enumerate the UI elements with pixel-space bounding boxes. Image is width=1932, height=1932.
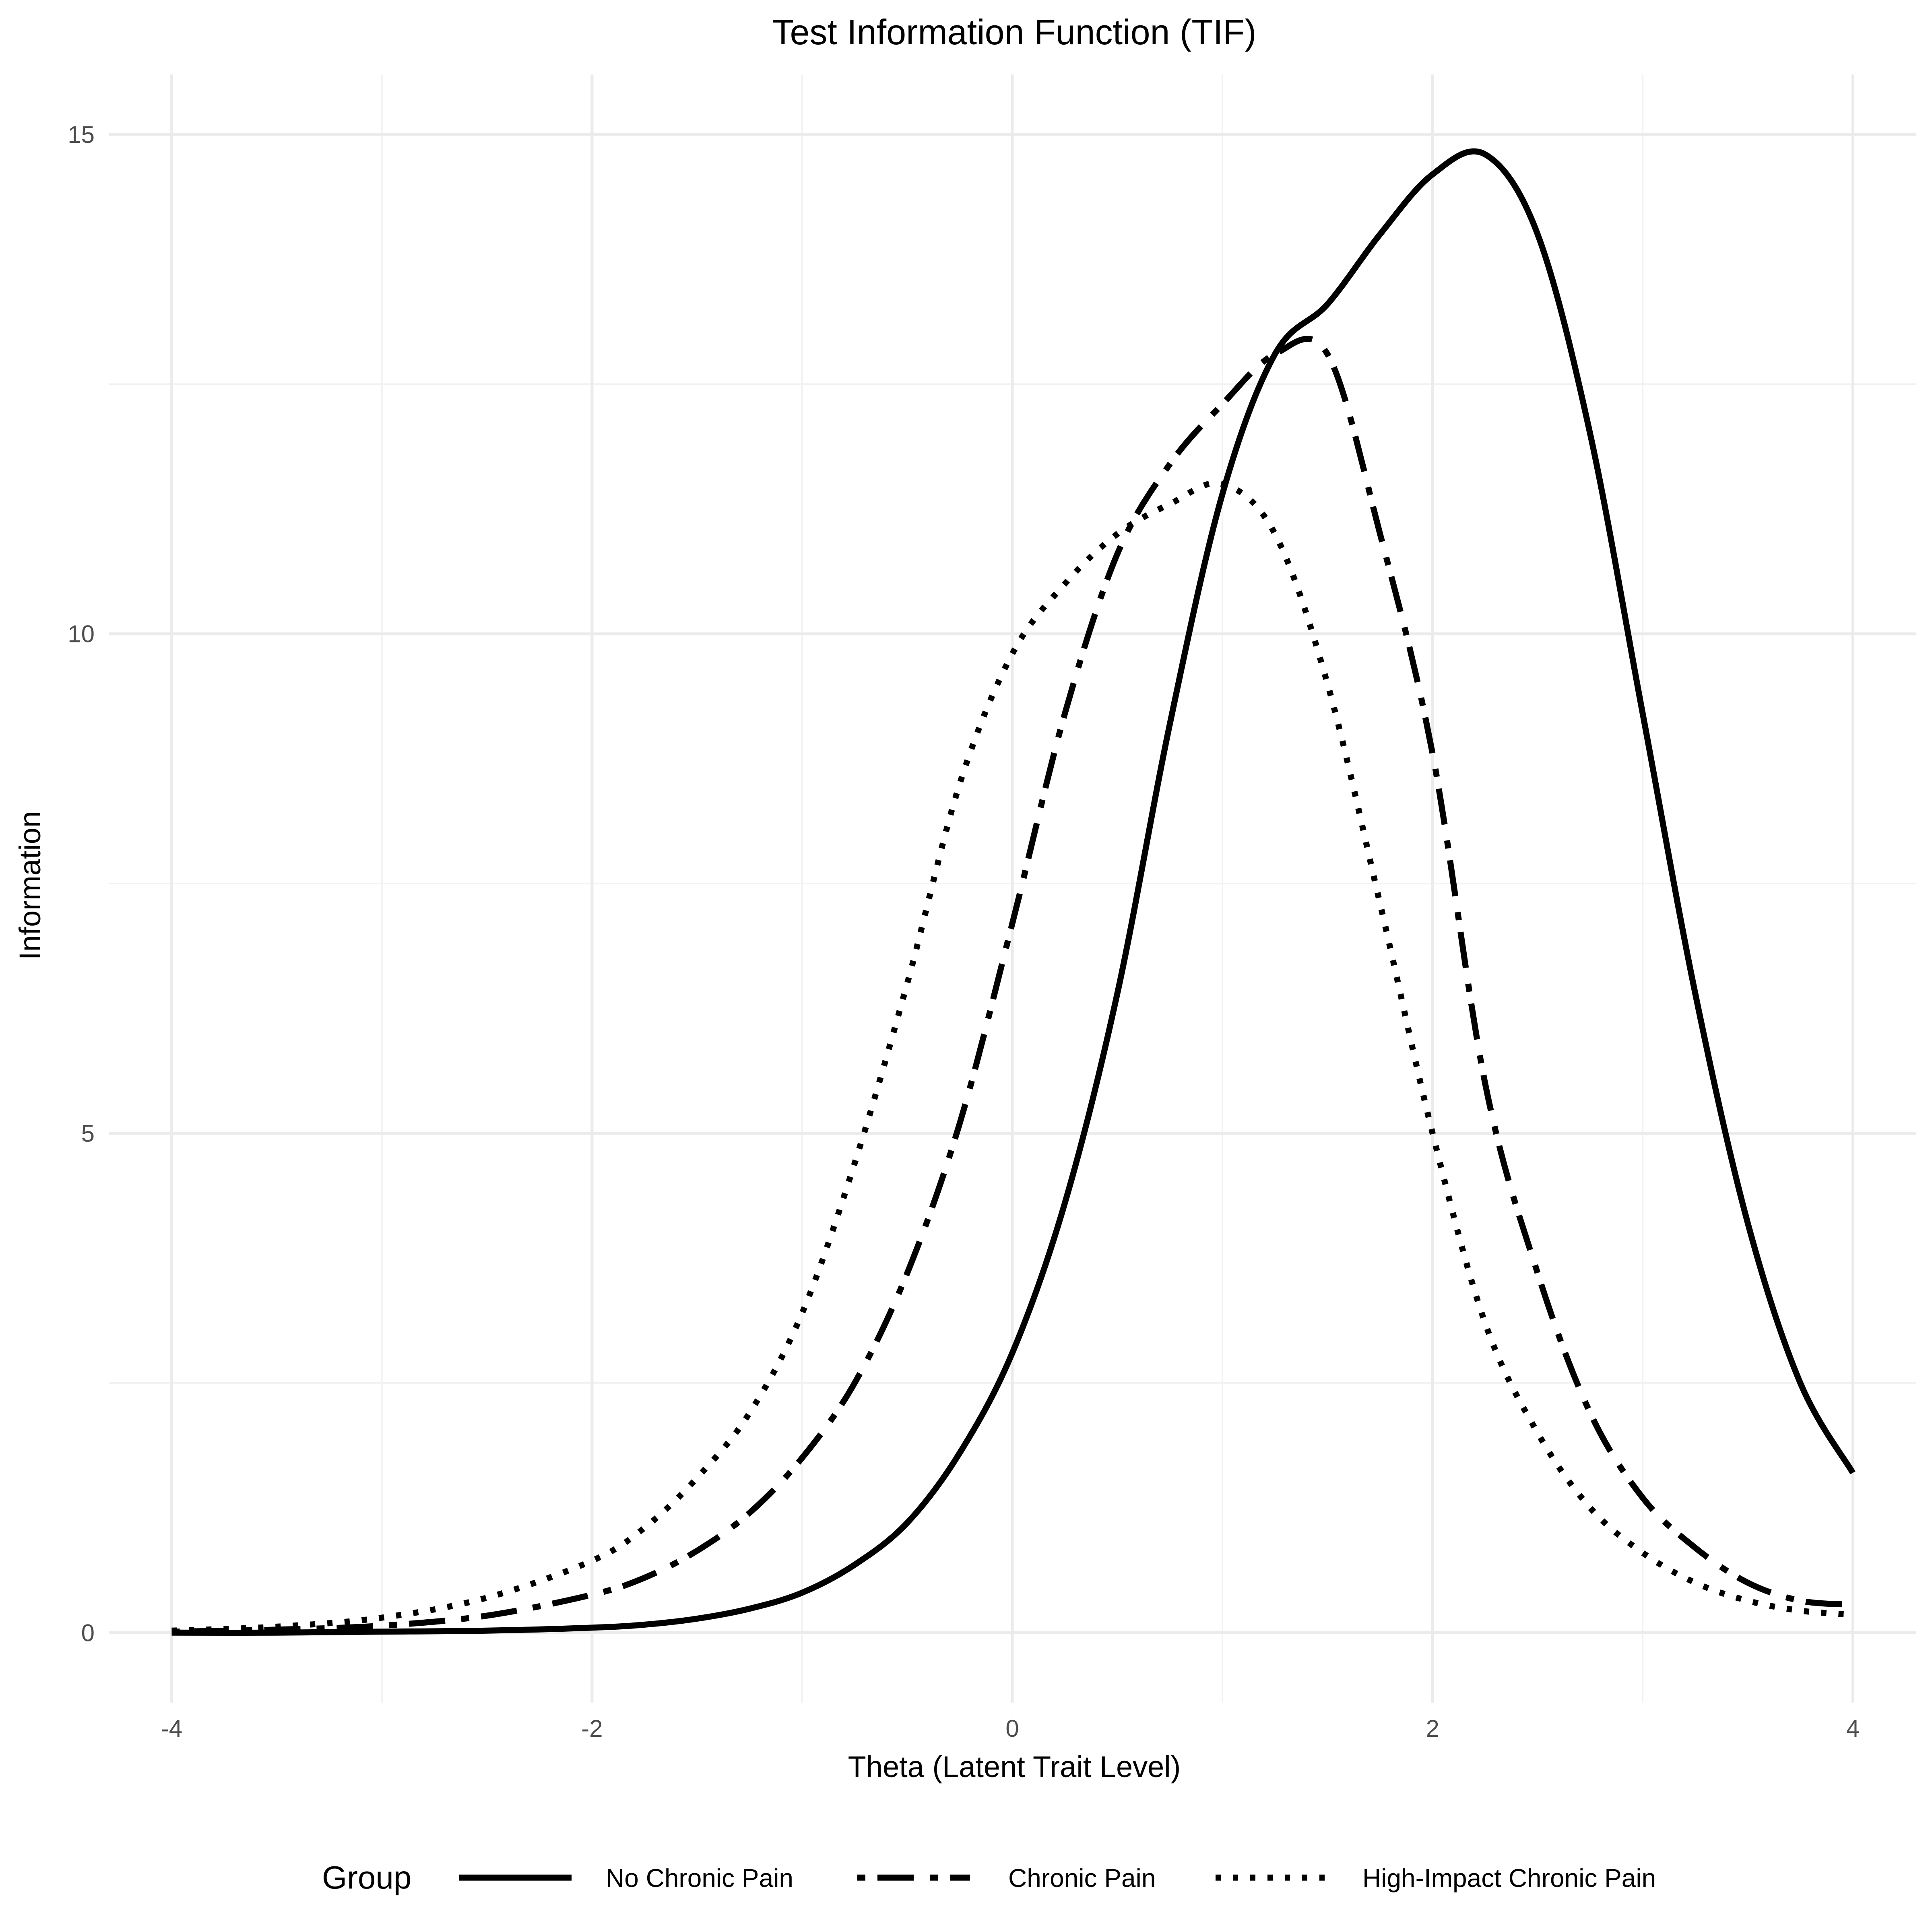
y-tick-label: 5 <box>81 1120 95 1147</box>
y-axis-title: Information <box>13 811 47 960</box>
legend-label-high-impact-chronic-pain: High-Impact Chronic Pain <box>1362 1864 1656 1893</box>
x-tick-label: -4 <box>161 1715 182 1742</box>
series-no-chronic-pain-line <box>171 148 1856 1636</box>
x-tick-label: 0 <box>1005 1715 1019 1742</box>
legend: Group No Chronic Pain Chronic Pain High-… <box>322 1860 1656 1895</box>
y-tick-label: 10 <box>68 621 95 648</box>
x-axis-title: Theta (Latent Trait Level) <box>848 1750 1181 1783</box>
series-layer <box>171 148 1856 1636</box>
legend-title: Group <box>322 1860 411 1895</box>
series-chronic-pain-line <box>171 336 1853 1635</box>
tick-labels: -4 -2 0 2 4 0 5 10 15 <box>68 121 1860 1742</box>
legend-label-no-chronic-pain: No Chronic Pain <box>606 1864 793 1893</box>
y-tick-label: 15 <box>68 121 95 148</box>
y-tick-label: 0 <box>81 1619 95 1646</box>
legend-label-chronic-pain: Chronic Pain <box>1008 1864 1156 1893</box>
chart-title: Test Information Function (TIF) <box>772 12 1256 52</box>
x-tick-label: -2 <box>581 1715 603 1742</box>
x-tick-label: 4 <box>1846 1715 1860 1742</box>
grid-lines <box>109 74 1916 1703</box>
x-tick-label: 2 <box>1426 1715 1439 1742</box>
